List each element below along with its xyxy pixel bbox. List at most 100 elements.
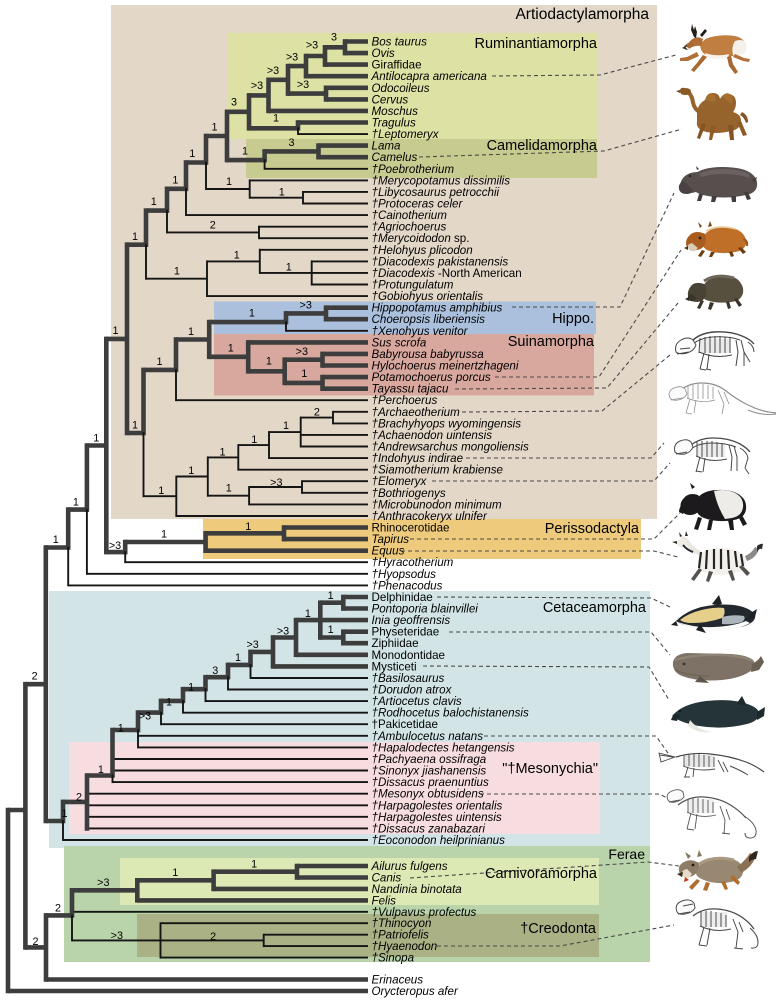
- svg-text:Tapirus: Tapirus: [372, 533, 410, 546]
- svg-text:>3: >3: [139, 710, 151, 722]
- svg-text:†Elomeryx: †Elomeryx: [372, 475, 428, 488]
- svg-text:†Leptomeryx: †Leptomeryx: [372, 128, 440, 141]
- svg-text:Equus: Equus: [372, 545, 405, 558]
- svg-text:Erinaceus: Erinaceus: [372, 974, 424, 987]
- svg-text:1: 1: [112, 325, 118, 337]
- svg-text:Inia geoffrensis: Inia geoffrensis: [372, 614, 451, 627]
- svg-text:Felis: Felis: [372, 894, 397, 907]
- svg-text:1: 1: [188, 465, 194, 477]
- svg-text:†Indohyus indirae: †Indohyus indirae: [372, 452, 464, 465]
- svg-text:Sus scrofa: Sus scrofa: [372, 336, 427, 349]
- svg-text:Ferae: Ferae: [608, 846, 645, 862]
- svg-text:1: 1: [188, 326, 194, 338]
- svg-text:1: 1: [235, 652, 241, 664]
- svg-text:1: 1: [219, 446, 225, 458]
- svg-text:1: 1: [328, 624, 334, 636]
- svg-text:†Hyaenodon: †Hyaenodon: [372, 940, 438, 953]
- svg-text:>3: >3: [111, 930, 123, 942]
- svg-text:†Microbunodon minimum: †Microbunodon minimum: [372, 498, 503, 511]
- svg-text:†Hyracotherium: †Hyracotherium: [372, 556, 454, 569]
- svg-text:1: 1: [132, 231, 138, 243]
- svg-text:Artiodactylamorpha: Artiodactylamorpha: [515, 6, 649, 23]
- svg-text:†Pachyaena ossifraga: †Pachyaena ossifraga: [372, 753, 487, 766]
- svg-text:Tragulus: Tragulus: [372, 117, 416, 130]
- svg-text:1: 1: [305, 608, 311, 620]
- svg-text:1: 1: [234, 249, 240, 261]
- svg-text:Pontoporia blainvillei: Pontoporia blainvillei: [372, 603, 479, 616]
- svg-text:†Agriochoerus: †Agriochoerus: [372, 221, 447, 234]
- svg-text:3: 3: [288, 137, 294, 149]
- svg-text:†Eoconodon heilprinianus: †Eoconodon heilprinianus: [372, 834, 506, 847]
- svg-text:†Anthracokeryx ulnifer: †Anthracokeryx ulnifer: [372, 510, 488, 523]
- svg-text:1: 1: [266, 355, 272, 367]
- svg-text:Cervus: Cervus: [372, 93, 409, 106]
- svg-text:1: 1: [166, 697, 172, 709]
- svg-text:2: 2: [210, 220, 216, 232]
- svg-text:1: 1: [251, 434, 257, 446]
- svg-text:1: 1: [156, 356, 162, 368]
- svg-text:1: 1: [132, 419, 138, 431]
- svg-text:3: 3: [231, 97, 237, 109]
- svg-text:2: 2: [32, 936, 38, 948]
- svg-text:†Helohyus plicodon: †Helohyus plicodon: [372, 244, 473, 257]
- svg-text:1: 1: [228, 342, 234, 354]
- svg-text:†Bothriogenys: †Bothriogenys: [372, 487, 446, 500]
- svg-text:Ruminantiamorpha: Ruminantiamorpha: [474, 36, 597, 52]
- svg-text:1: 1: [53, 534, 59, 546]
- svg-text:Babyrousa babyrussa: Babyrousa babyrussa: [372, 348, 485, 361]
- svg-text:>3: >3: [246, 639, 258, 651]
- svg-text:1: 1: [245, 521, 251, 533]
- svg-text:1: 1: [161, 529, 167, 541]
- svg-text:>3: >3: [267, 65, 279, 77]
- svg-text:Physeteridae: Physeteridae: [372, 626, 440, 639]
- svg-text:1: 1: [174, 266, 180, 278]
- svg-text:†Vulpavus profectus: †Vulpavus profectus: [372, 906, 477, 919]
- svg-text:Mysticeti: Mysticeti: [372, 660, 417, 673]
- svg-text:1: 1: [172, 867, 178, 879]
- svg-text:Odocoileus: Odocoileus: [372, 82, 430, 95]
- svg-text:†Ambulocetus natans: †Ambulocetus natans: [372, 730, 484, 743]
- svg-text:Suinamorpha: Suinamorpha: [508, 334, 595, 350]
- svg-text:†Sinopa: †Sinopa: [372, 952, 415, 965]
- svg-text:†Artiocetus clavis: †Artiocetus clavis: [372, 695, 462, 708]
- svg-text:"†Mesonychia": "†Mesonychia": [502, 761, 598, 777]
- svg-text:Moschus: Moschus: [372, 105, 419, 118]
- svg-text:†Cainotherium: †Cainotherium: [372, 209, 448, 222]
- svg-text:1: 1: [172, 175, 178, 187]
- svg-text:†Pakicetidae: †Pakicetidae: [372, 718, 438, 731]
- svg-text:Ailurus fulgens: Ailurus fulgens: [371, 860, 448, 873]
- svg-text:3: 3: [331, 31, 337, 43]
- svg-text:2: 2: [32, 671, 38, 683]
- svg-text:>3: >3: [286, 51, 298, 63]
- svg-text:Antilocapra americana: Antilocapra americana: [371, 70, 488, 83]
- svg-text:†Protoceras celer: †Protoceras celer: [372, 198, 464, 211]
- svg-text:1: 1: [211, 121, 217, 133]
- svg-text:Rhinocerotidae: Rhinocerotidae: [372, 522, 450, 535]
- svg-text:>3: >3: [300, 300, 312, 312]
- svg-text:1: 1: [273, 113, 279, 125]
- svg-text:1: 1: [73, 496, 79, 508]
- svg-text:†Harpagolestes orientalis: †Harpagolestes orientalis: [372, 799, 503, 812]
- svg-text:†Rodhocetus balochistanensis: †Rodhocetus balochistanensis: [372, 707, 529, 720]
- svg-text:1: 1: [118, 722, 124, 734]
- svg-text:†Dorudon atrox: †Dorudon atrox: [372, 684, 453, 697]
- svg-text:Bos taurus: Bos taurus: [372, 36, 428, 49]
- svg-text:†Xenohyus venitor: †Xenohyus venitor: [372, 325, 469, 338]
- svg-text:Perissodactyla: Perissodactyla: [545, 521, 640, 537]
- svg-text:Hippopotamus amphibius: Hippopotamus amphibius: [372, 302, 503, 315]
- svg-text:†Archaeotherium: †Archaeotherium: [372, 406, 461, 419]
- svg-text:>3: >3: [97, 877, 109, 889]
- svg-text:Nandinia binotata: Nandinia binotata: [372, 883, 463, 896]
- svg-text:Lama: Lama: [372, 140, 402, 153]
- svg-text:>3: >3: [270, 477, 282, 489]
- svg-text:†Perchoerus: †Perchoerus: [372, 394, 438, 407]
- svg-text:Potamochoerus porcus: Potamochoerus porcus: [372, 371, 491, 384]
- svg-text:†Dissacus praenuntius: †Dissacus praenuntius: [372, 776, 489, 789]
- svg-text:2: 2: [76, 791, 82, 803]
- svg-text:†Hapalodectes hetangensis: †Hapalodectes hetangensis: [372, 741, 515, 754]
- svg-text:Orycteropus afer: Orycteropus afer: [372, 985, 459, 998]
- svg-text:†Siamotherium krabiense: †Siamotherium krabiense: [372, 464, 504, 477]
- svg-text:1: 1: [283, 420, 289, 432]
- svg-text:>3: >3: [306, 40, 318, 52]
- svg-text:†Basilosaurus: †Basilosaurus: [372, 672, 445, 685]
